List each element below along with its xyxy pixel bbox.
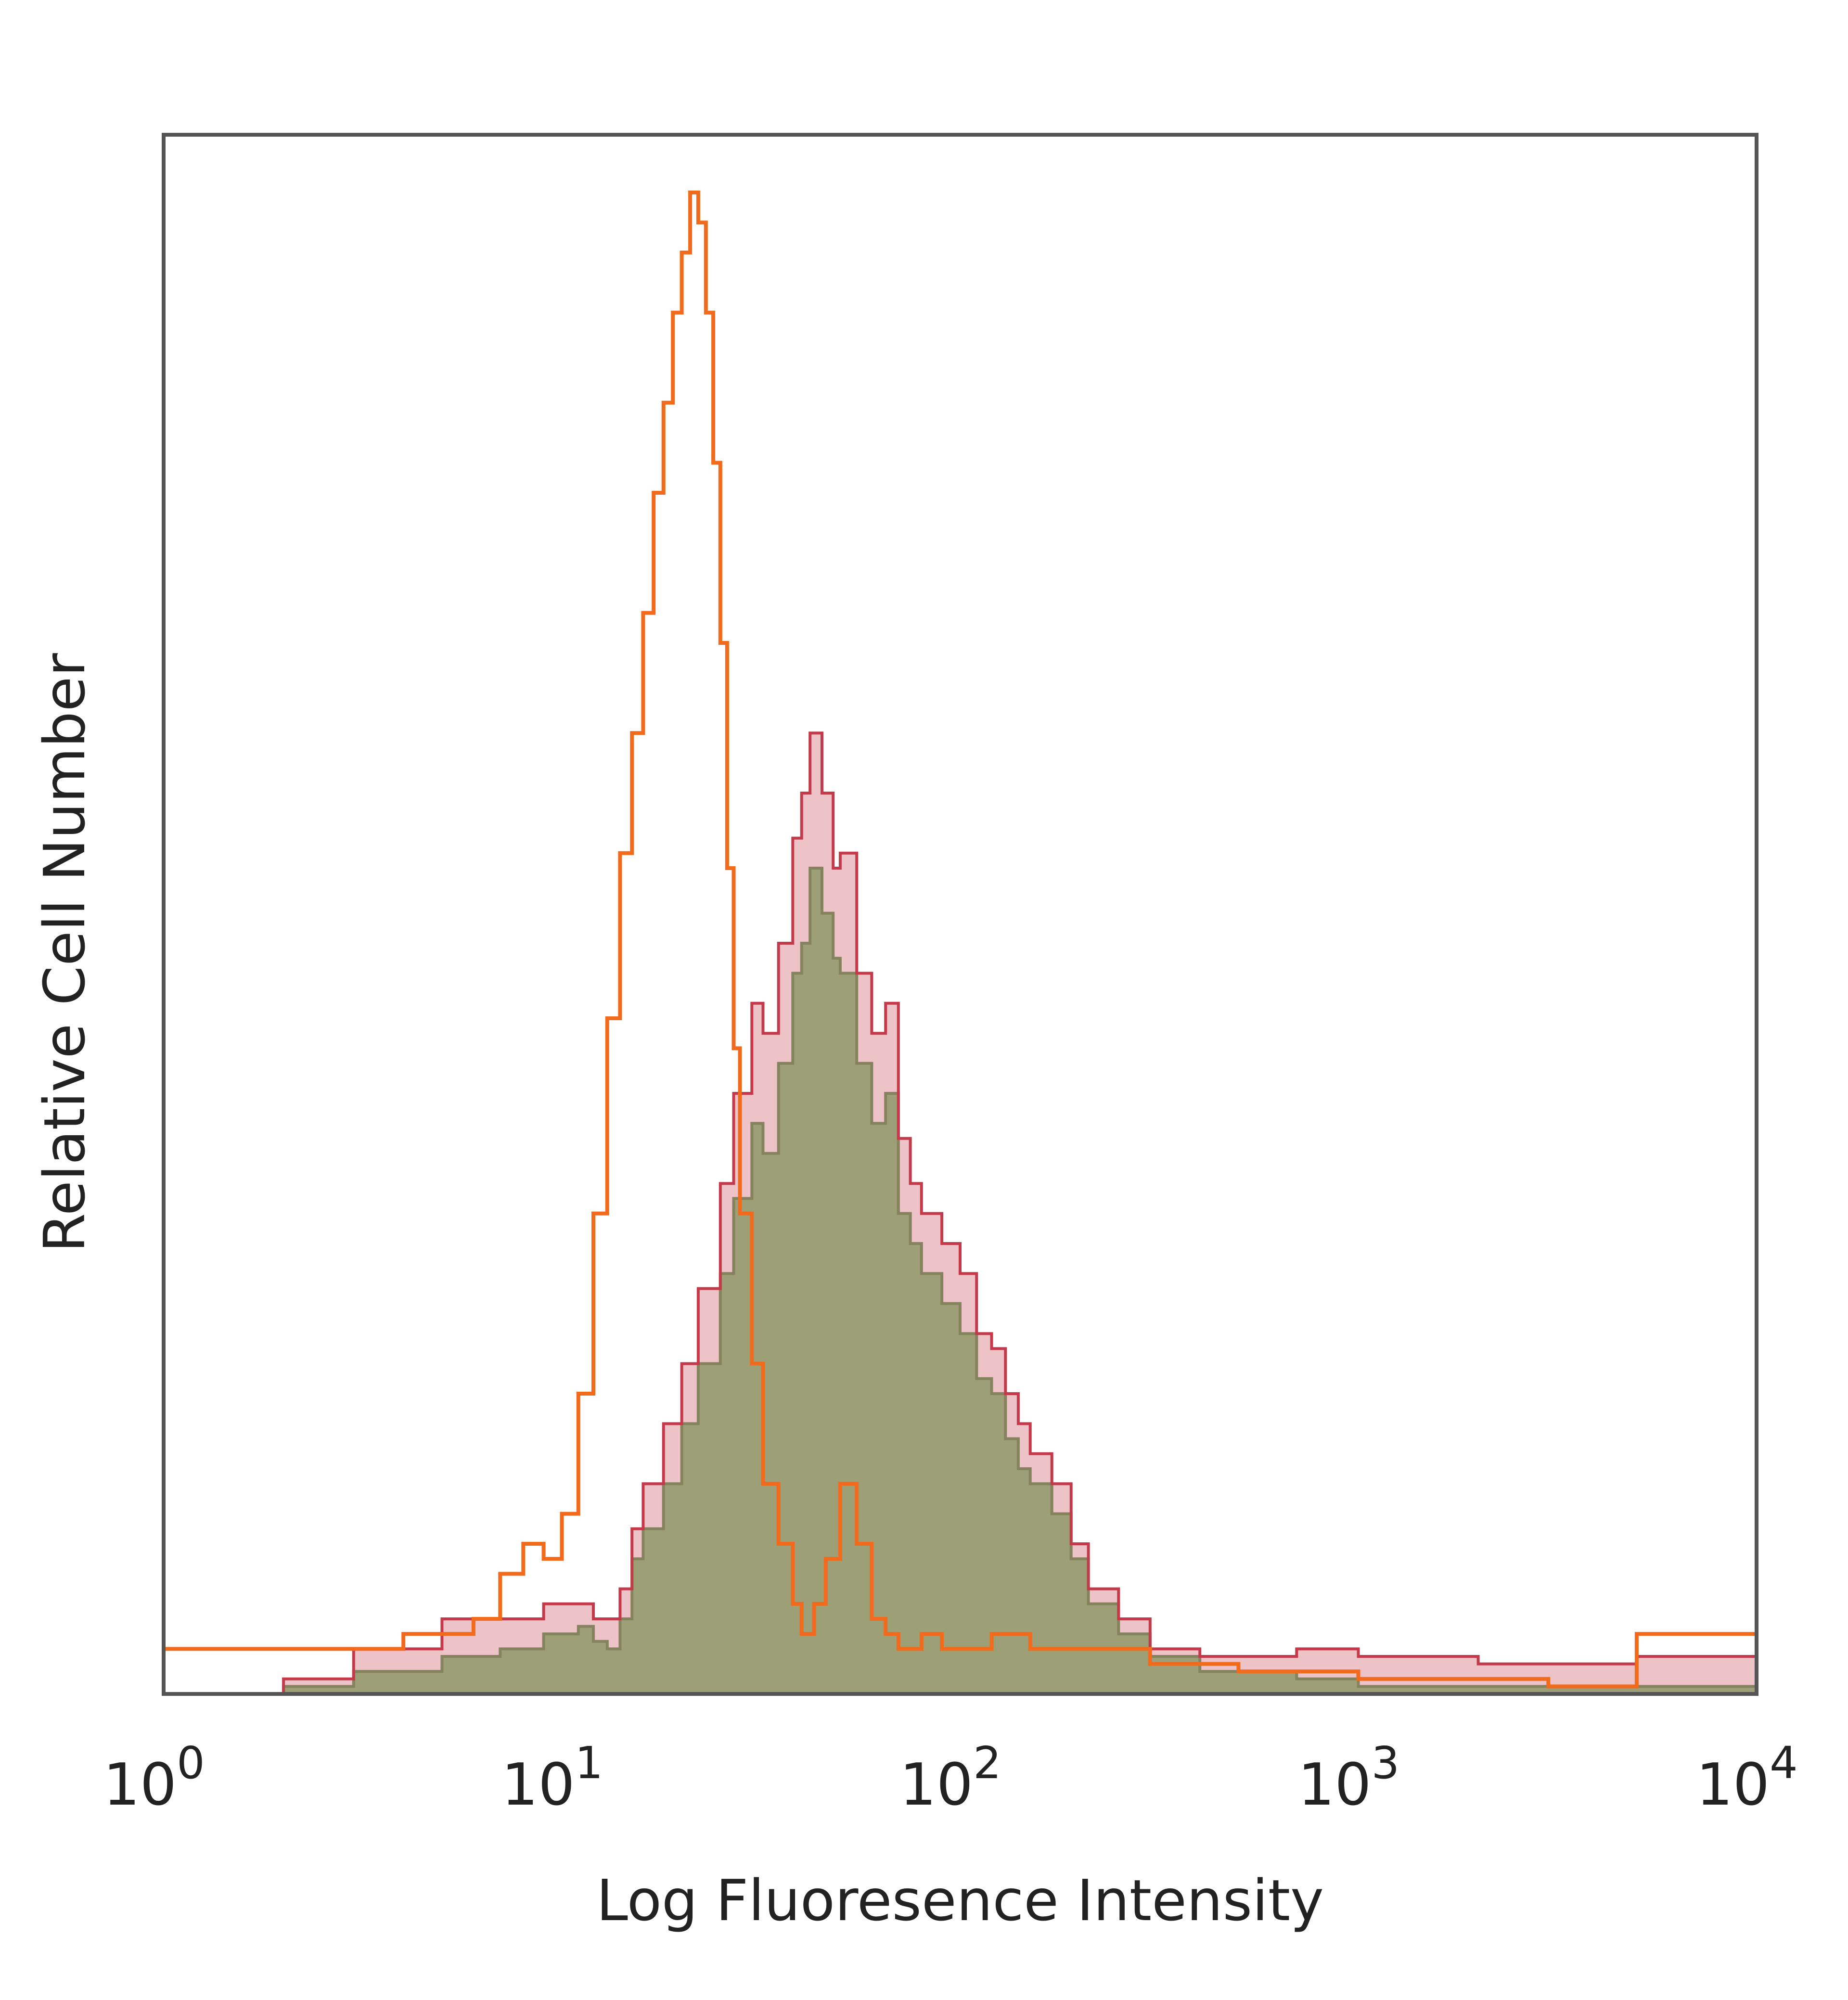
x-axis-label: Log Fluoresence Intensity [596,1867,1324,1934]
histogram-series-3 [162,191,1758,1696]
x-tick-label-1: 101 [501,1737,603,1819]
x-tick-label-2: 102 [899,1737,1001,1819]
plot-frame [162,133,1758,1696]
series-layer [162,191,1758,1696]
histogram-series-2 [164,731,1758,1695]
x-tick-label-0: 100 [103,1737,205,1819]
x-tick-label-4: 104 [1696,1737,1797,1819]
x-tick-label-3: 103 [1298,1737,1399,1819]
y-axis-label: Relative Cell Number [31,653,98,1253]
histogram-series-1 [164,867,1758,1695]
x-tick-labels: 100 101 102 103 104 [103,1737,1797,1819]
